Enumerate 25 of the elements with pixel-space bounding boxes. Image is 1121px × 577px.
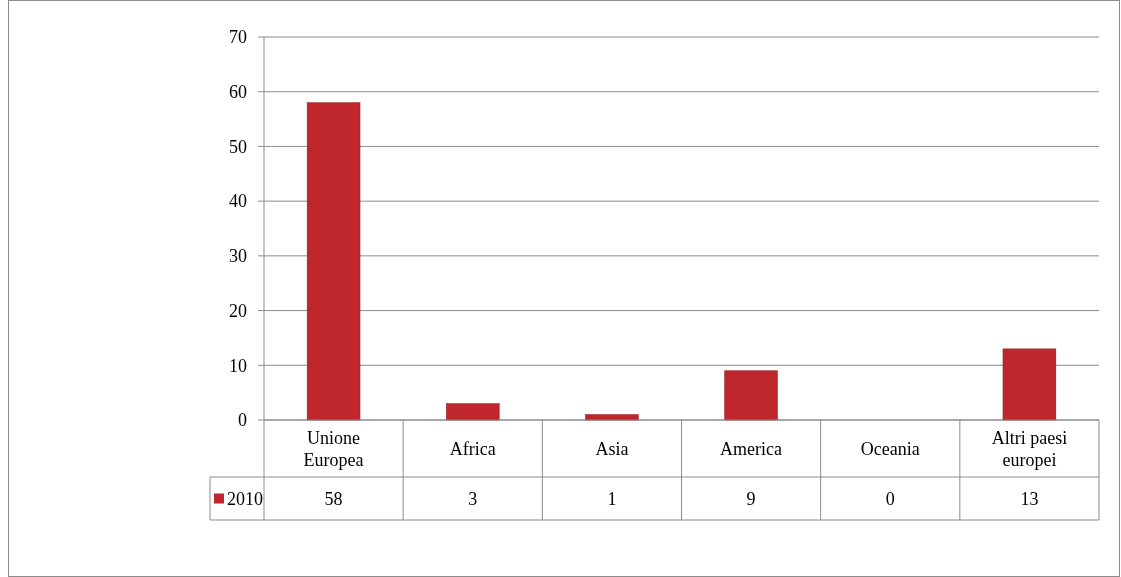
x-tick-label: America [720, 438, 783, 459]
data-label: 1 [607, 488, 617, 509]
x-tick-label: Unione Europea [303, 427, 364, 470]
y-tick-label: 40 [229, 191, 247, 212]
y-tick-label: 30 [229, 246, 247, 267]
data-label: 58 [324, 488, 343, 509]
y-tick-label: 10 [229, 355, 247, 376]
data-label: 0 [885, 488, 895, 509]
bar [1002, 348, 1057, 421]
bar [306, 102, 361, 421]
y-tick-label: 0 [238, 410, 247, 431]
data-label: 9 [746, 488, 756, 509]
x-tick-label: Altri paesi europei [991, 427, 1068, 470]
data-label: 13 [1020, 488, 1039, 509]
x-tick-label: Oceania [860, 438, 920, 459]
x-tick-label: Africa [449, 438, 496, 459]
y-tick-label: 20 [229, 300, 247, 321]
y-tick-label: 70 [229, 27, 247, 48]
legend-label: 2010 [227, 488, 263, 509]
bar [446, 403, 500, 421]
x-tick-label: Asia [595, 438, 629, 459]
y-tick-label: 50 [229, 136, 247, 157]
y-tick-label: 60 [229, 82, 247, 103]
bar [724, 370, 778, 421]
data-label: 3 [468, 488, 478, 509]
